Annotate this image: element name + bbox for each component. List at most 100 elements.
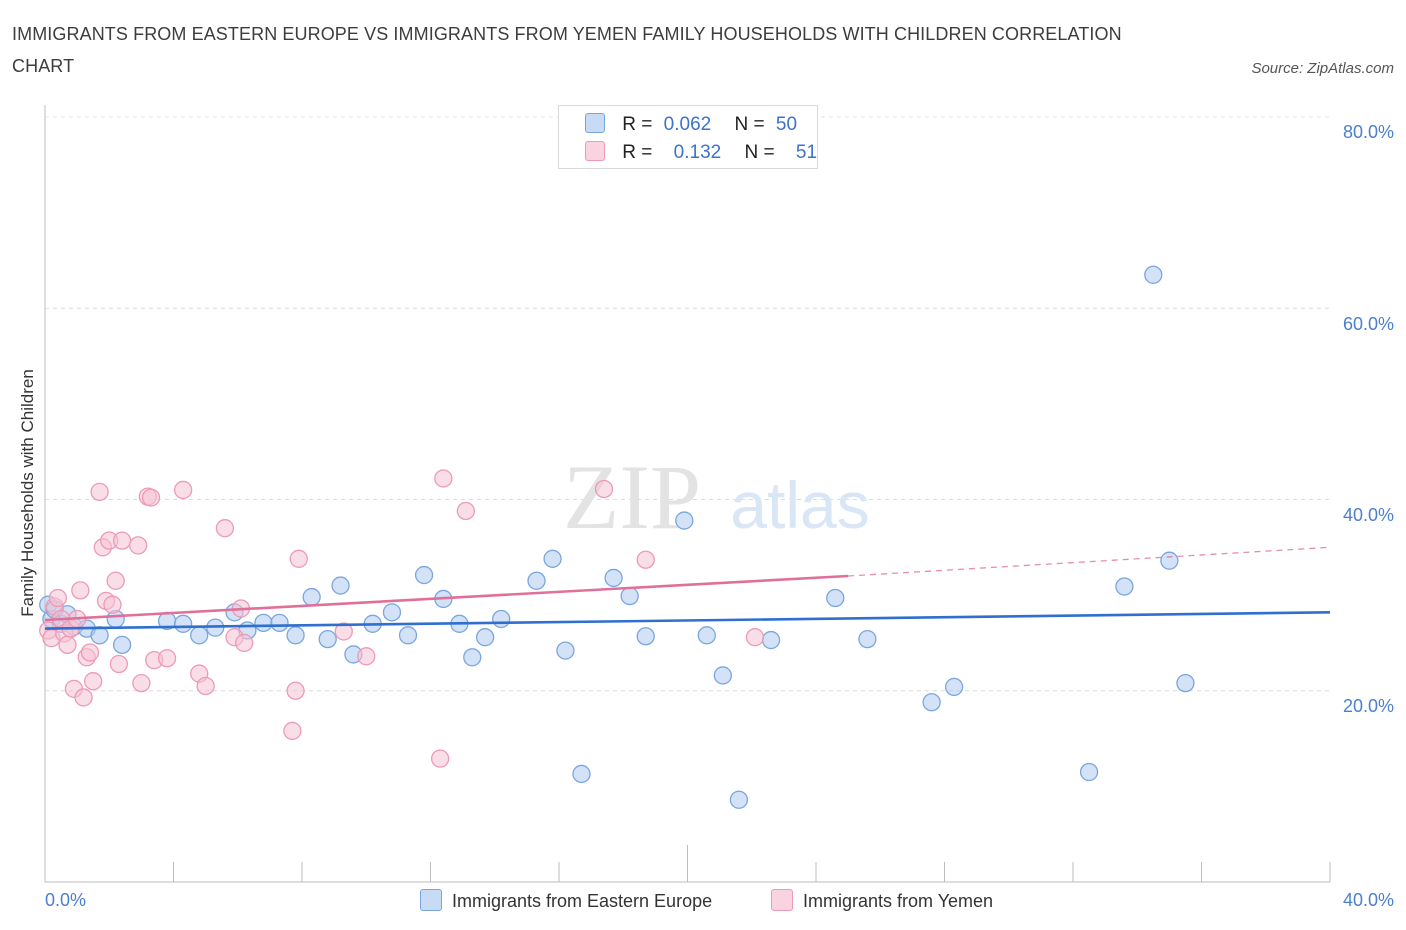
data-point-eastern-europe xyxy=(620,586,639,606)
data-point-eastern-europe xyxy=(1115,577,1134,596)
data-point-yemen xyxy=(434,469,453,488)
data-point-yemen xyxy=(594,479,614,499)
y-tick-label: 40.0% xyxy=(1342,505,1394,525)
data-point-yemen xyxy=(215,519,235,538)
data-point-eastern-europe xyxy=(636,627,655,646)
axes xyxy=(44,105,1331,883)
data-point-yemen xyxy=(173,480,193,500)
data-point-yemen xyxy=(286,681,305,700)
data-point-eastern-europe xyxy=(675,511,694,530)
y-tick-label: 60.0% xyxy=(1342,314,1394,334)
legend-r-value: 0.132 xyxy=(673,142,722,163)
data-point-eastern-europe xyxy=(414,565,434,585)
data-point-eastern-europe xyxy=(761,630,781,650)
data-point-eastern-europe xyxy=(463,648,482,667)
data-point-yemen xyxy=(289,549,308,568)
data-point-yemen xyxy=(196,676,215,696)
trend-line-yemen xyxy=(44,574,849,622)
data-point-yemen xyxy=(48,588,67,608)
data-point-eastern-europe xyxy=(572,764,591,784)
data-point-eastern-europe xyxy=(492,609,511,629)
chart-title: IMMIGRANTS FROM EASTERN EUROPE VS IMMIGR… xyxy=(12,24,1122,76)
data-point-eastern-europe xyxy=(90,626,109,645)
data-point-eastern-europe xyxy=(302,587,321,607)
legend-n-label: N = xyxy=(734,114,765,135)
bottom-legend-swatch-pink xyxy=(771,889,793,911)
legend-swatch-pink xyxy=(585,141,605,161)
bottom-legend-label-blue: Immigrants from Eastern Europe xyxy=(452,891,713,911)
data-point-eastern-europe xyxy=(922,693,941,712)
series-yemen-points xyxy=(39,469,765,768)
correlation-legend: R = 0.062 N = 50 R = 0.132 N = 51 xyxy=(558,105,818,169)
data-point-yemen xyxy=(357,647,376,666)
legend-n-value: 50 xyxy=(775,114,798,135)
y-tick-label: 80.0% xyxy=(1342,122,1394,142)
bottom-legend-pink: Immigrants from Yemen xyxy=(771,889,993,912)
watermark-atlas: atlas xyxy=(730,468,869,542)
data-point-eastern-europe xyxy=(254,613,273,633)
data-point-yemen xyxy=(58,635,77,654)
data-point-eastern-europe xyxy=(556,641,575,660)
data-point-eastern-europe xyxy=(1079,762,1099,782)
data-point-yemen xyxy=(334,622,353,641)
data-point-eastern-europe xyxy=(604,568,623,588)
legend-row-pink: R = 0.132 N = 51 xyxy=(585,141,817,167)
data-point-eastern-europe xyxy=(475,628,495,647)
data-point-eastern-europe xyxy=(112,635,132,654)
trend-line-eastern-europe xyxy=(44,611,1331,630)
data-point-eastern-europe xyxy=(286,626,305,645)
data-point-yemen xyxy=(456,501,475,521)
data-point-yemen xyxy=(109,654,129,674)
data-point-eastern-europe xyxy=(729,790,749,809)
trend-line-yemen-extension xyxy=(848,546,1331,577)
data-point-eastern-europe xyxy=(1176,673,1195,693)
data-point-yemen xyxy=(112,531,132,550)
data-point-eastern-europe xyxy=(398,626,418,645)
data-point-yemen xyxy=(132,673,151,693)
bottom-legend-swatch-blue xyxy=(420,889,442,911)
legend-swatch-blue xyxy=(585,113,605,133)
data-point-yemen xyxy=(141,488,161,507)
legend-r-label: R = xyxy=(622,142,653,163)
x-tick-label: 0.0% xyxy=(45,890,87,910)
y-tick-label: 20.0% xyxy=(1342,696,1394,716)
data-point-yemen xyxy=(636,550,655,569)
data-point-yemen xyxy=(745,628,765,647)
data-point-yemen xyxy=(71,581,90,600)
data-point-yemen xyxy=(103,595,122,614)
data-point-eastern-europe xyxy=(1160,551,1179,570)
legend-row-blue: R = 0.062 N = 50 xyxy=(585,113,797,139)
data-point-yemen xyxy=(235,633,254,653)
data-point-eastern-europe xyxy=(944,677,964,697)
data-point-eastern-europe xyxy=(697,626,716,645)
bottom-legend-blue: Immigrants from Eastern Europe xyxy=(420,889,712,912)
bottom-legend-label-pink: Immigrants from Yemen xyxy=(803,891,994,911)
data-point-yemen xyxy=(90,482,109,502)
data-point-eastern-europe xyxy=(826,588,845,608)
data-point-eastern-europe xyxy=(318,629,337,649)
source-label: Source: ZipAtlas.com xyxy=(1251,60,1394,77)
data-point-yemen xyxy=(74,688,93,707)
legend-r-label: R = xyxy=(622,114,653,135)
legend-r-value: 0.062 xyxy=(663,114,712,135)
data-point-eastern-europe xyxy=(527,571,546,590)
legend-n-label: N = xyxy=(744,142,775,163)
trend-lines xyxy=(44,546,1331,630)
data-point-eastern-europe xyxy=(382,603,402,622)
data-point-eastern-europe xyxy=(858,629,877,649)
data-point-yemen xyxy=(430,749,450,768)
x-tick-label: 40.0% xyxy=(1342,890,1394,910)
data-point-yemen xyxy=(129,536,148,555)
data-point-eastern-europe xyxy=(190,626,209,645)
legend-n-value: 51 xyxy=(795,142,818,163)
data-point-eastern-europe xyxy=(331,576,350,595)
data-point-eastern-europe xyxy=(713,666,732,685)
data-point-eastern-europe xyxy=(1144,265,1163,284)
data-point-yemen xyxy=(106,571,125,590)
data-point-eastern-europe xyxy=(173,614,193,633)
watermark-zip: ZIP xyxy=(563,446,701,548)
data-point-yemen xyxy=(84,672,103,691)
data-point-yemen xyxy=(80,643,100,662)
data-point-eastern-europe xyxy=(270,613,289,633)
